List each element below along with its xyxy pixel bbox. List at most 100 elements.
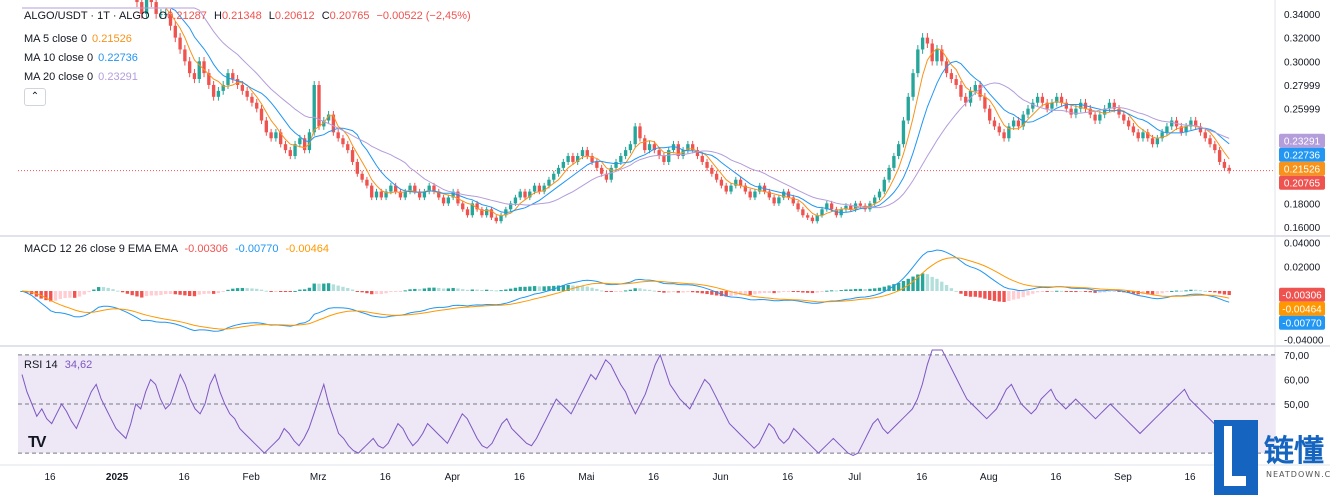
macd-histogram-bar xyxy=(432,287,436,291)
macd-histogram-bar xyxy=(964,291,968,297)
macd-histogram-bar xyxy=(853,288,858,291)
price-tick-label: 0.25999 xyxy=(1284,105,1321,116)
macd-histogram-bar xyxy=(470,289,474,291)
macd-legend[interactable]: MACD 12 26 close 9 EMA EMA -0.00306 -0.0… xyxy=(24,243,329,255)
rsi-pane xyxy=(21,349,1230,457)
candle-body xyxy=(585,150,589,157)
macd-histogram-bar xyxy=(216,291,221,294)
macd-histogram-bar xyxy=(389,291,393,293)
time-tick-label: Feb xyxy=(243,472,261,483)
candle-body xyxy=(393,185,398,192)
macd-histogram-bar xyxy=(542,286,546,291)
time-tick-label: 16 xyxy=(782,472,794,483)
candle-body xyxy=(1102,108,1107,115)
macd-histogram-bar xyxy=(269,291,273,292)
watermark-text: 链懂 xyxy=(1264,434,1324,469)
macd-histogram-bar xyxy=(705,291,709,295)
macd-histogram-bar xyxy=(1021,291,1025,298)
macd-histogram-bar xyxy=(1160,291,1164,294)
candle-body xyxy=(1031,102,1035,109)
time-tick-label: 16 xyxy=(648,472,660,483)
candle-body xyxy=(1055,96,1059,103)
candle-body xyxy=(542,185,546,192)
macd-histogram-bar xyxy=(992,291,997,301)
macd-histogram-bar xyxy=(1165,291,1169,293)
macd-histogram-bar xyxy=(719,291,724,297)
macd-histogram-bar xyxy=(360,291,364,293)
candle-body xyxy=(1213,144,1217,151)
candle-body xyxy=(964,96,968,103)
macd-histogram-bar xyxy=(532,286,537,291)
candle-body xyxy=(935,49,939,62)
macd-histogram-bar xyxy=(240,287,245,291)
macd-histogram-bar xyxy=(877,287,882,291)
macd-line-value: -0.00770 xyxy=(235,243,279,255)
candle-body xyxy=(968,90,973,103)
macd-histogram-bar xyxy=(1174,290,1179,292)
macd-histogram-bar xyxy=(729,291,733,297)
macd-histogram-bar xyxy=(1213,291,1217,293)
candle-body xyxy=(269,132,273,139)
candle-body xyxy=(758,185,762,192)
macd-histogram-bar xyxy=(873,288,877,291)
candle-body xyxy=(657,150,661,157)
macd-histogram-bar xyxy=(968,291,973,297)
macd-histogram-bar xyxy=(1093,291,1097,293)
macd-histogram-bar xyxy=(1126,291,1131,294)
time-tick-label: 16 xyxy=(44,472,56,483)
candle-body xyxy=(1007,126,1011,139)
macd-histogram-bar xyxy=(489,290,494,292)
candle-body xyxy=(398,191,403,198)
macd-histogram-bar xyxy=(920,273,925,291)
candle-body xyxy=(298,138,302,145)
macd-histogram-bar xyxy=(518,286,522,291)
macd-histogram-bar xyxy=(1107,291,1112,292)
macd-tick-label: -0.04000 xyxy=(1284,336,1324,347)
ma5-legend[interactable]: MA 5 close 0 0.21526 xyxy=(24,33,132,45)
macd-histogram-bar xyxy=(283,291,288,292)
candle-body xyxy=(916,49,920,74)
candle-body xyxy=(695,150,700,157)
macd-histogram-bar xyxy=(916,274,920,291)
macd-histogram-bar xyxy=(370,291,374,295)
candle-body xyxy=(978,84,982,97)
candle-body xyxy=(336,132,340,139)
ma20-legend[interactable]: MA 20 close 0 0.23291 xyxy=(24,71,138,83)
macd-histogram-bar xyxy=(77,291,82,297)
time-tick-label: 16 xyxy=(179,472,191,483)
macd-histogram-bar xyxy=(552,285,556,291)
candle-body xyxy=(743,185,748,192)
collapse-legend-button[interactable]: ⌃ xyxy=(24,88,46,106)
candle-body xyxy=(441,197,446,204)
macd-histogram-bar xyxy=(96,287,101,291)
candle-body xyxy=(547,179,551,186)
candle-body xyxy=(1107,102,1112,109)
candle-body xyxy=(614,161,618,168)
candle-body xyxy=(844,205,848,210)
macd-histogram-bar xyxy=(1117,291,1121,292)
macd-value-pill-text: -0.00306 xyxy=(1282,291,1322,302)
macd-histogram-bar xyxy=(643,289,647,291)
macd-pane xyxy=(20,249,1231,332)
macd-histogram-bar xyxy=(1031,291,1035,294)
macd-histogram-bar xyxy=(475,289,479,291)
macd-histogram-bar xyxy=(164,291,168,295)
rsi-legend[interactable]: RSI 14 34,62 xyxy=(24,359,92,371)
macd-histogram-bar xyxy=(1102,291,1107,293)
time-tick-label: 16 xyxy=(1050,472,1062,483)
time-tick-label: Sep xyxy=(1114,472,1132,483)
macd-histogram-bar xyxy=(767,291,771,293)
macd-histogram-bar xyxy=(82,291,86,295)
ma10-legend[interactable]: MA 10 close 0 0.22736 xyxy=(24,52,138,64)
macd-histogram-bar xyxy=(451,287,455,291)
candle-body xyxy=(1093,114,1097,121)
macd-histogram-bar xyxy=(39,291,43,299)
candle-body xyxy=(259,108,264,121)
macd-histogram-bar xyxy=(657,291,661,292)
candle-body xyxy=(925,37,930,44)
candle-body xyxy=(671,144,676,151)
macd-histogram-bar xyxy=(1055,290,1059,292)
candle-body xyxy=(604,173,609,180)
macd-histogram-bar xyxy=(365,291,369,294)
